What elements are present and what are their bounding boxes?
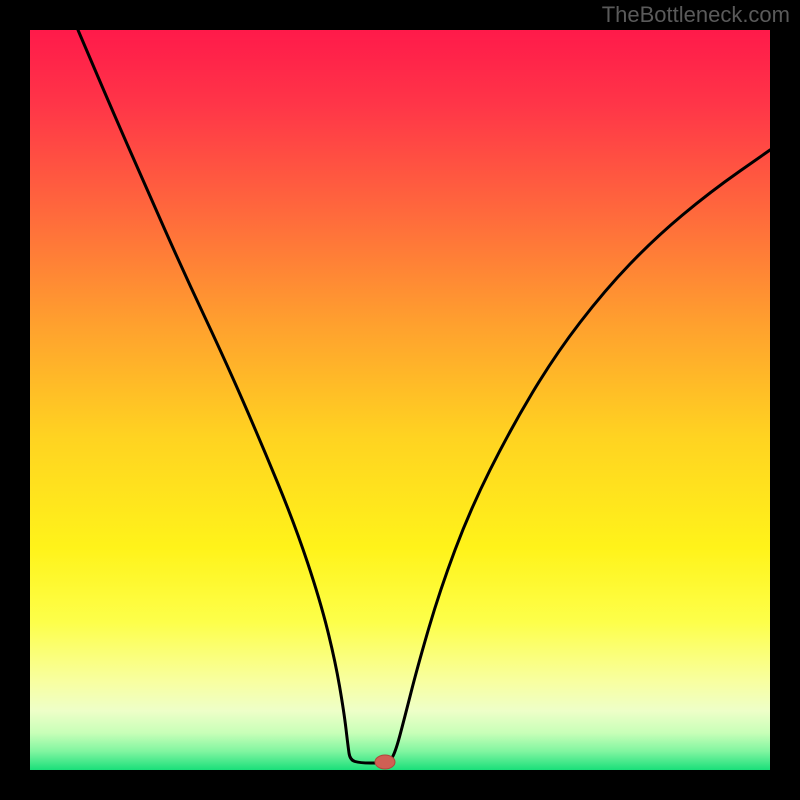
optimal-point-marker	[375, 755, 395, 769]
plot-background-gradient	[30, 30, 770, 770]
bottleneck-chart	[0, 0, 800, 800]
chart-container: TheBottleneck.com	[0, 0, 800, 800]
watermark-text: TheBottleneck.com	[602, 2, 790, 28]
